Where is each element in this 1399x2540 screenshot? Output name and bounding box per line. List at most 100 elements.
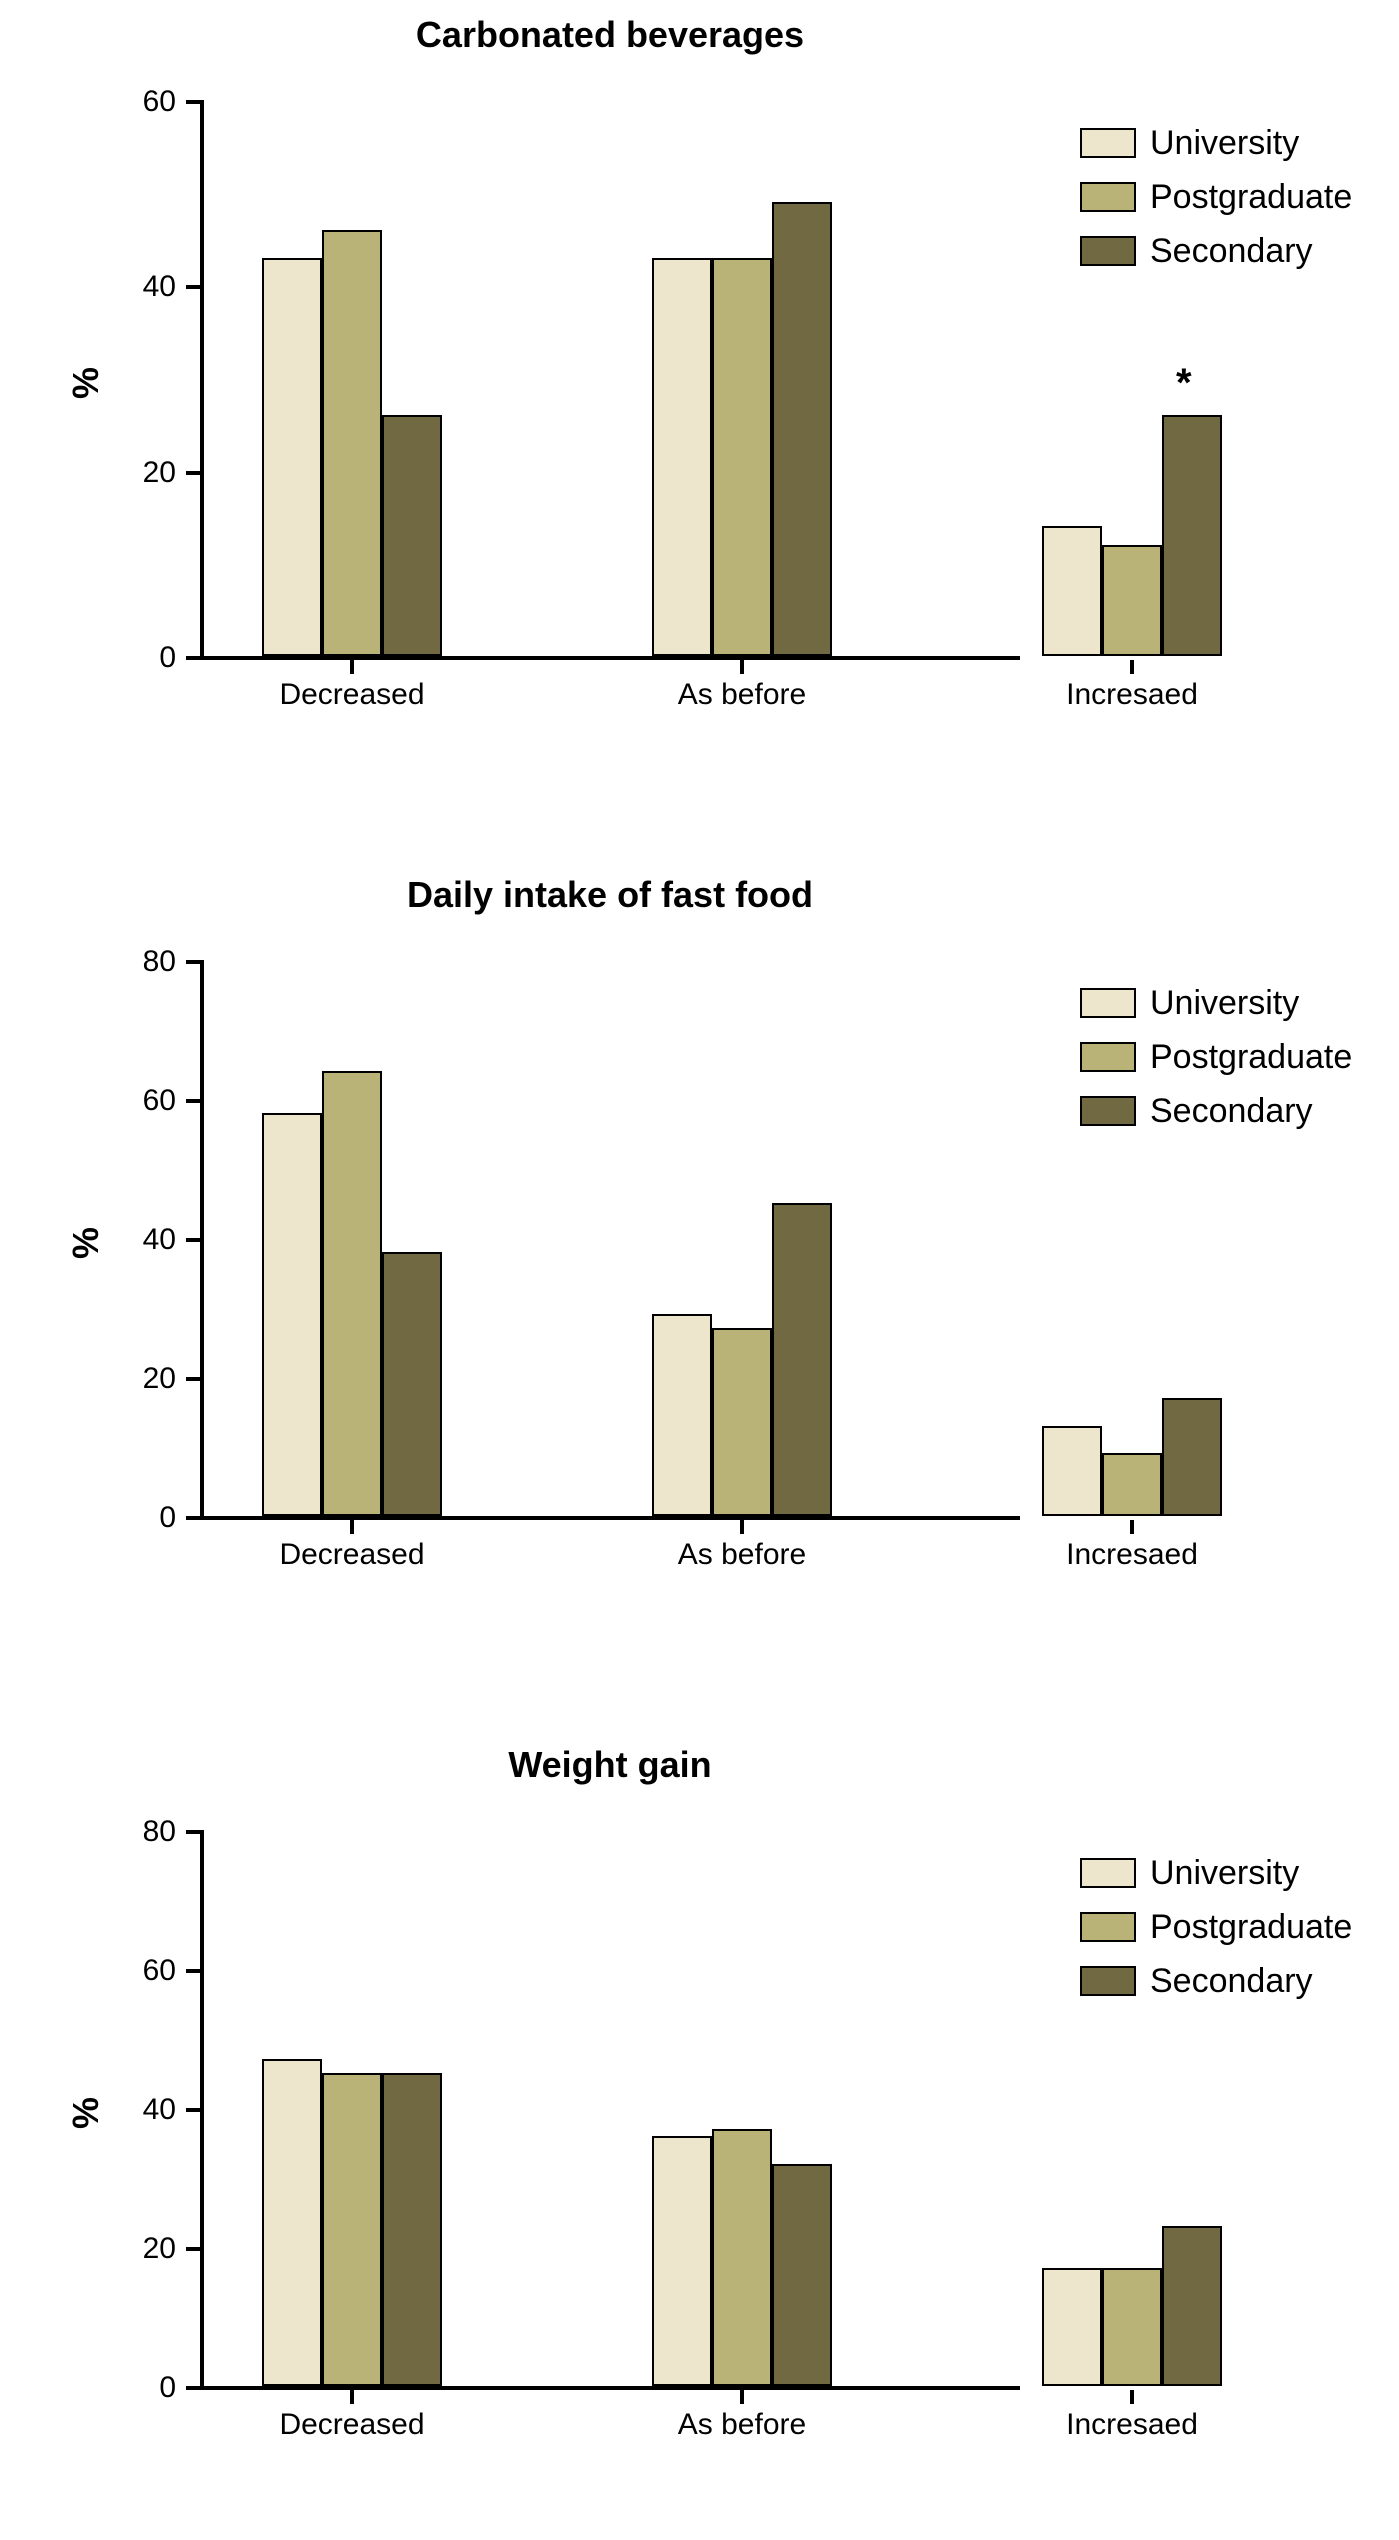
chart-panel: Daily intake of fast food%020406080Decre…: [0, 860, 1399, 1630]
bar: [652, 258, 712, 656]
y-tick: [186, 100, 200, 104]
legend: University Postgraduate Secondary: [1080, 1850, 1352, 2012]
bar: [262, 2059, 322, 2386]
y-tick-label: 80: [96, 1815, 176, 1849]
legend-item: University: [1080, 980, 1352, 1026]
chart-title: Weight gain: [200, 1744, 1020, 1786]
figure-root: Carbonated beverages% * 0 20 40 60 Decreased As…: [0, 0, 1399, 2540]
y-tick: [186, 1516, 200, 1520]
bar: [652, 1314, 712, 1516]
legend-item: Postgraduate: [1080, 174, 1352, 220]
bar: [712, 2129, 772, 2386]
y-tick: [186, 1969, 200, 1973]
y-axis-label: %: [65, 367, 107, 399]
y-tick: [186, 1238, 200, 1242]
y-tick: [186, 2108, 200, 2112]
y-tick: [186, 1830, 200, 1834]
y-tick: [186, 656, 200, 660]
x-axis: [200, 656, 1020, 660]
legend-label: Postgraduate: [1150, 1038, 1352, 1077]
legend-label: Postgraduate: [1150, 1908, 1352, 1947]
bar: [322, 1071, 382, 1516]
bar: [382, 1252, 442, 1516]
x-axis: [200, 2386, 1020, 2390]
y-tick-label: 20: [96, 2232, 176, 2266]
y-axis: [200, 960, 204, 1520]
y-tick-label: 40: [96, 270, 176, 304]
bar: [1042, 526, 1102, 656]
x-tick: [740, 1520, 744, 1534]
chart-title: Daily intake of fast food: [200, 874, 1020, 916]
x-tick-label: Incresaed: [1022, 1538, 1242, 1572]
x-tick-label: Decreased: [242, 678, 462, 712]
y-tick: [186, 285, 200, 289]
bar: [262, 1113, 322, 1516]
y-tick: [186, 960, 200, 964]
bar: [1042, 2268, 1102, 2386]
legend: University Postgraduate Secondary: [1080, 120, 1352, 282]
bar: [322, 230, 382, 656]
legend-swatch: [1080, 1858, 1136, 1888]
legend-swatch: [1080, 128, 1136, 158]
x-tick: [740, 660, 744, 674]
bar: [652, 2136, 712, 2386]
x-tick: [350, 660, 354, 674]
legend-label: Secondary: [1150, 232, 1313, 271]
bar: [262, 258, 322, 656]
y-tick-label: 80: [96, 945, 176, 979]
bar: [1162, 415, 1222, 656]
legend-item: Secondary: [1080, 1088, 1352, 1134]
bar: [1102, 2268, 1162, 2386]
y-tick-label: 0: [96, 2371, 176, 2405]
x-tick: [1130, 1520, 1134, 1534]
y-tick: [186, 1377, 200, 1381]
plot-area: [200, 1830, 1020, 2390]
legend-item: University: [1080, 120, 1352, 166]
legend-item: Secondary: [1080, 228, 1352, 274]
y-tick-label: 40: [96, 1223, 176, 1257]
x-tick-label: As before: [632, 1538, 852, 1572]
x-tick-label: Decreased: [242, 1538, 462, 1572]
x-tick-label: Decreased: [242, 2408, 462, 2442]
bar: [1162, 2226, 1222, 2386]
x-tick: [740, 2390, 744, 2404]
bar: [772, 2164, 832, 2386]
y-tick-label: 60: [96, 85, 176, 119]
x-axis: [200, 1516, 1020, 1520]
legend-item: University: [1080, 1850, 1352, 1896]
bar: [712, 258, 772, 656]
legend: University Postgraduate Secondary: [1080, 980, 1352, 1142]
y-tick-label: 20: [96, 456, 176, 490]
x-tick: [1130, 2390, 1134, 2404]
legend-item: Postgraduate: [1080, 1904, 1352, 1950]
y-axis: [200, 100, 204, 660]
legend-item: Secondary: [1080, 1958, 1352, 2004]
chart-panel: Weight gain%020406080DecreasedAs beforeI…: [0, 1730, 1399, 2500]
legend-label: Postgraduate: [1150, 178, 1352, 217]
x-tick-label: As before: [632, 678, 852, 712]
y-tick-label: 40: [96, 2093, 176, 2127]
bar: [772, 1203, 832, 1516]
legend-label: University: [1150, 984, 1299, 1023]
significance-marker: *: [1176, 361, 1192, 406]
legend-swatch: [1080, 1912, 1136, 1942]
bar: [1102, 545, 1162, 656]
y-tick-label: 0: [96, 641, 176, 675]
y-tick: [186, 471, 200, 475]
legend-swatch: [1080, 1966, 1136, 1996]
bar: [1042, 1426, 1102, 1516]
x-tick: [350, 2390, 354, 2404]
y-tick-label: 20: [96, 1362, 176, 1396]
bar: [382, 2073, 442, 2386]
bar: [1162, 1398, 1222, 1516]
bar: [322, 2073, 382, 2386]
x-tick-label: Incresaed: [1022, 678, 1242, 712]
plot-area: *: [200, 100, 1020, 660]
legend-label: Secondary: [1150, 1092, 1313, 1131]
y-axis: [200, 1830, 204, 2390]
legend-label: University: [1150, 1854, 1299, 1893]
y-tick: [186, 1099, 200, 1103]
y-tick-label: 60: [96, 1954, 176, 1988]
chart-title: Carbonated beverages: [200, 14, 1020, 56]
x-tick-label: Incresaed: [1022, 2408, 1242, 2442]
